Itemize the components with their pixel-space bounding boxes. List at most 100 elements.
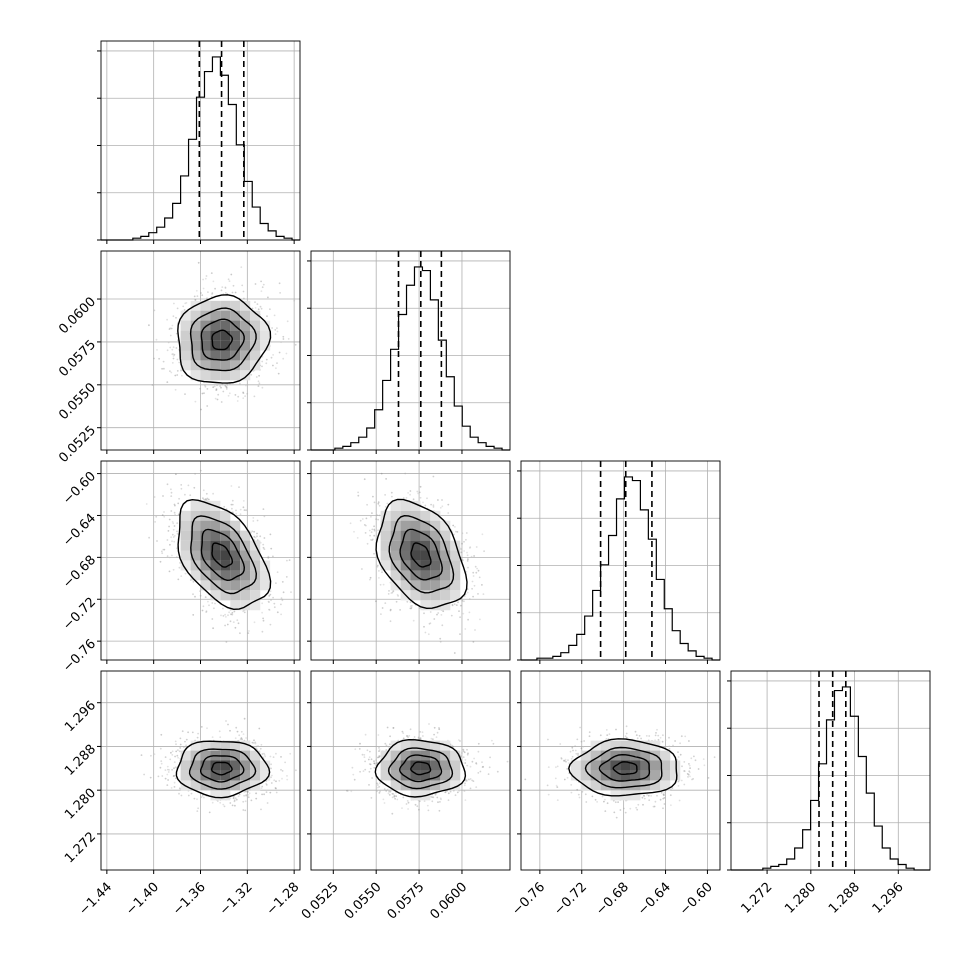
density-cell (180, 330, 191, 341)
scatter-point (169, 346, 172, 349)
scatter-point (169, 543, 171, 546)
scatter-point (231, 499, 234, 502)
scatter-point (197, 261, 200, 264)
scatter-point (349, 522, 352, 525)
scatter-point (276, 362, 278, 364)
density-cell (180, 350, 191, 361)
scatter-point (243, 297, 245, 300)
scatter-point (232, 284, 235, 287)
scatter-point (230, 273, 233, 276)
scatter-point (463, 600, 465, 603)
scatter-point (170, 495, 173, 497)
scatter-point (442, 610, 445, 613)
scatter-point (234, 291, 237, 294)
scatter-point (173, 534, 176, 537)
density-cell (200, 530, 211, 541)
density-cell (210, 340, 221, 351)
density-cell (430, 550, 441, 561)
scatter-point (201, 294, 204, 297)
scatter-point (242, 392, 245, 394)
density-cell (440, 560, 451, 571)
density-cell (410, 590, 421, 601)
scatter-point (178, 566, 181, 569)
scatter-point (204, 385, 207, 388)
scatter-point (254, 307, 257, 309)
scatter-point (170, 510, 173, 512)
density-cell (210, 570, 221, 581)
scatter-point (177, 578, 180, 581)
scatter-point (430, 503, 432, 506)
scatter-point (473, 555, 475, 557)
scatter-point (271, 327, 273, 329)
scatter-point (274, 329, 277, 331)
scatter-point (182, 305, 185, 308)
scatter-point (175, 316, 177, 319)
scatter-point (255, 792, 257, 795)
scatter-point (477, 593, 479, 595)
scatter-point (230, 485, 233, 487)
scatter-point (439, 640, 442, 643)
scatter-point (223, 505, 226, 508)
density-cell (240, 530, 251, 541)
density-cell (200, 560, 211, 571)
density-cell (210, 530, 221, 541)
scatter-point (377, 529, 379, 532)
scatter-point (441, 624, 444, 627)
scatter-point (233, 610, 236, 613)
density-cell (390, 560, 401, 571)
scatter-point (453, 603, 456, 605)
density-cell (420, 540, 431, 551)
scatter-point (173, 459, 175, 461)
scatter-point (432, 506, 435, 508)
scatter-point (207, 600, 209, 603)
scatter-point (286, 320, 289, 323)
histogram-series-0 (101, 56, 300, 241)
scatter-point (228, 611, 231, 614)
density-cell (200, 360, 211, 371)
scatter-point (471, 580, 474, 583)
scatter-point (171, 533, 174, 536)
scatter-point (470, 555, 473, 558)
scatter-point (216, 398, 219, 401)
density-cell (400, 550, 411, 561)
density-cell (190, 370, 201, 381)
scatter-point (215, 389, 218, 391)
scatter-point (418, 491, 421, 494)
scatter-point (250, 373, 253, 376)
density-cell (450, 580, 461, 591)
scatter-point (392, 590, 395, 592)
scatter-point (206, 388, 209, 390)
density-cell (390, 510, 401, 521)
scatter-point (170, 488, 172, 491)
scatter-point (196, 798, 198, 801)
density-cell (240, 590, 251, 601)
density-cell (240, 300, 251, 311)
scatter-point (269, 533, 272, 536)
scatter-point (171, 540, 173, 543)
scatter-point (263, 537, 266, 539)
scatter-point (163, 548, 166, 551)
scatter-point (224, 292, 227, 294)
scatter-point (231, 613, 234, 616)
scatter-point (202, 287, 205, 290)
scatter-point (447, 503, 450, 506)
density-cell (180, 320, 191, 331)
scatter-point (391, 591, 394, 594)
density-cell (220, 550, 231, 561)
density-cell (200, 540, 211, 551)
scatter-point (359, 519, 362, 522)
scatter-point (365, 524, 367, 527)
scatter-point (171, 554, 173, 557)
scatter-point (254, 741, 257, 744)
contour-line-1 (200, 318, 245, 361)
scatter-point (170, 491, 173, 494)
scatter-point (247, 796, 250, 799)
scatter-point (172, 353, 175, 355)
scatter-point (378, 577, 380, 579)
density-cell (250, 560, 261, 571)
scatter-point (170, 536, 173, 539)
scatter-point (168, 328, 171, 330)
scatter-point (179, 562, 182, 564)
density-cell (440, 590, 451, 601)
scatter-point (228, 392, 231, 395)
